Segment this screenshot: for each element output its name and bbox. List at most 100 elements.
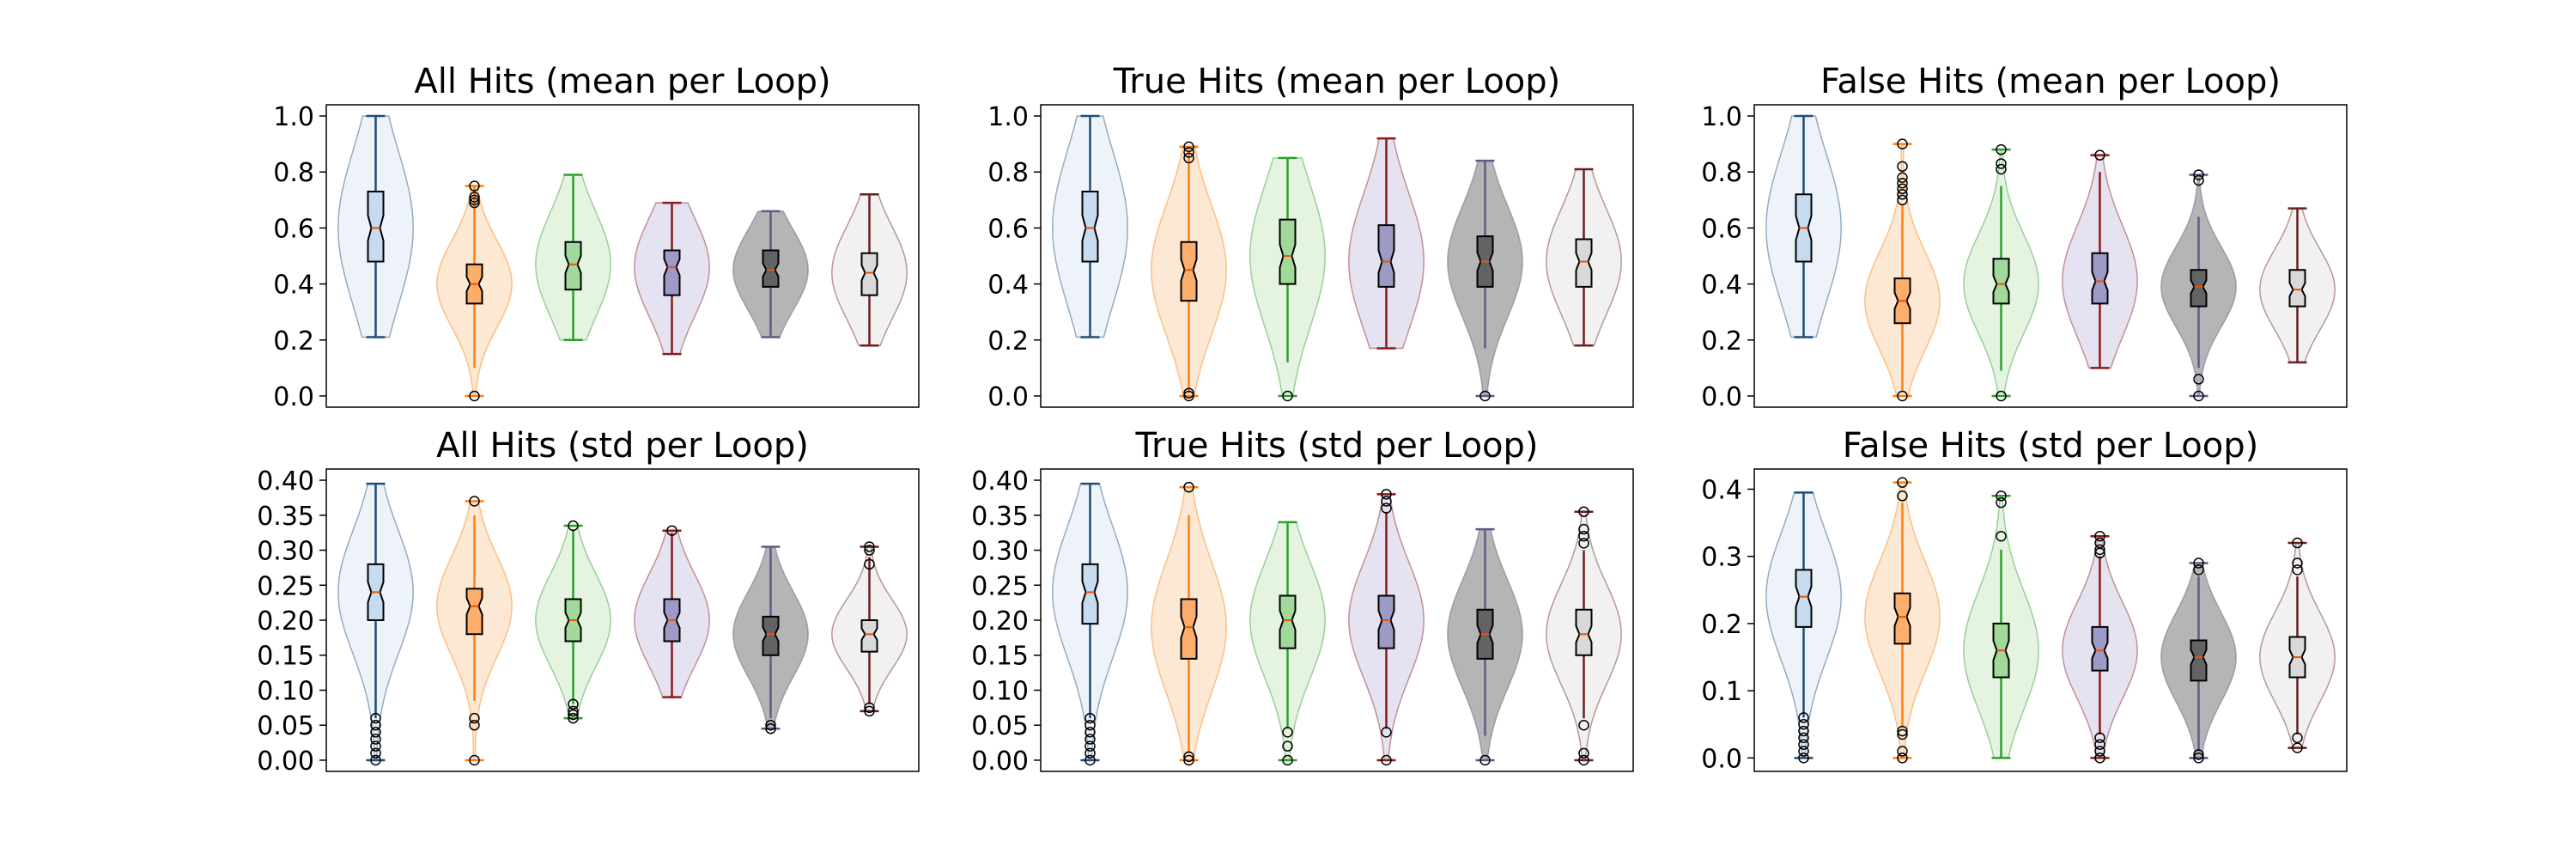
series-6 (2259, 537, 2336, 753)
notched-box (762, 249, 780, 288)
outlier-point (1084, 712, 1096, 724)
outlier-point (1798, 732, 1809, 744)
outlier-point (1897, 477, 1908, 488)
outlier-point (1381, 754, 1392, 766)
outlier-point (2193, 374, 2204, 385)
outlier-point (1183, 751, 1194, 763)
outlier-point (2292, 732, 2303, 744)
outlier-point (765, 723, 776, 734)
y-tick-label: 0.4 (273, 271, 314, 301)
notched-box (1575, 608, 1593, 656)
y-tick-label: 1.0 (987, 102, 1029, 132)
notched-box (1279, 218, 1297, 285)
outlier-point (2193, 749, 2204, 760)
series-2 (1864, 138, 1941, 402)
outlier-point (1084, 747, 1096, 759)
y-tick-label: 0.4 (1701, 271, 1742, 301)
y-tick-label: 0.10 (257, 676, 314, 706)
series-5 (2160, 169, 2237, 402)
outlier-point (1183, 390, 1194, 402)
outlier-point (1084, 719, 1096, 731)
outlier-point (2292, 557, 2303, 569)
series-1 (337, 482, 414, 766)
panel-5: True Hits (std per Loop) 0.00 0.05 0.10 0.15… (971, 426, 1634, 777)
y-tick-label: 0.10 (971, 676, 1029, 706)
series-4 (2062, 149, 2138, 369)
series-5 (2160, 557, 2237, 764)
y-tick-label: 0.8 (1701, 158, 1742, 188)
outlier-point (370, 740, 381, 752)
y-tick-label: 0.25 (257, 571, 314, 601)
outlier-point (666, 525, 677, 536)
series-4 (2062, 530, 2138, 764)
outlier-point (1084, 754, 1096, 766)
outlier-point (469, 754, 480, 766)
outlier-point (1381, 489, 1392, 500)
outlier-point (1897, 189, 1908, 200)
axes-frame (1753, 468, 2348, 772)
series-1 (1765, 491, 1842, 764)
outlier-point (469, 712, 480, 724)
series-5 (732, 210, 809, 338)
series-1 (1052, 482, 1128, 766)
axes-frame (1040, 468, 1634, 772)
series-1 (337, 114, 414, 338)
y-tick-label: 0.30 (971, 537, 1029, 567)
outlier-point (1996, 497, 2007, 509)
panel-6: False Hits (std per Loop) 0.0 0.1 0.2 0.3 0.4 (1701, 426, 2348, 774)
notched-box (564, 241, 582, 291)
outlier-point (2094, 746, 2105, 757)
outlier-point (1183, 147, 1194, 158)
axes-frame (1040, 104, 1634, 408)
y-tick-label: 0.00 (971, 746, 1029, 777)
outlier-point (1996, 390, 2007, 402)
notched-box (1081, 191, 1099, 263)
outlier-point (370, 747, 381, 759)
y-tick-label: 0.35 (257, 502, 314, 532)
notched-box (465, 588, 483, 636)
outlier-point (1578, 754, 1589, 766)
y-tick-label: 0.6 (987, 214, 1029, 244)
outlier-point (2094, 732, 2105, 744)
axes-frame (1753, 104, 2348, 408)
y-tick-label: 0.8 (273, 158, 314, 188)
notched-box (1279, 594, 1297, 649)
series-2 (1151, 481, 1227, 766)
panel-title: False Hits (std per Loop) (1843, 426, 2258, 466)
notched-box (1795, 569, 1813, 628)
outlier-point (2094, 739, 2105, 750)
notched-box (762, 615, 780, 656)
y-tick-label: 0.05 (971, 711, 1029, 741)
outlier-point (2094, 544, 2105, 556)
notched-box (367, 191, 385, 263)
series-1 (1765, 114, 1842, 338)
y-tick-label: 0.0 (1701, 744, 1742, 774)
outlier-point (1381, 727, 1392, 738)
y-tick-label: 0.1 (1701, 677, 1742, 707)
outlier-point (1996, 143, 2007, 155)
outlier-point (2094, 752, 2105, 764)
outlier-point (864, 558, 875, 570)
y-tick-label: 0.05 (257, 711, 314, 741)
outlier-point (1996, 530, 2007, 542)
outlier-point (370, 712, 381, 724)
y-tick-label: 0.3 (1701, 543, 1742, 573)
outlier-point (1183, 387, 1194, 399)
y-tick-label: 0.20 (971, 606, 1029, 637)
outlier-point (469, 719, 480, 731)
panels: All Hits (mean per Loop) 0.0 0.2 0.4 0.6 0.8 1… (257, 62, 2348, 777)
outlier-point (1479, 754, 1491, 766)
outlier-point (1084, 734, 1096, 745)
outlier-point (2193, 169, 2204, 180)
outlier-point (568, 705, 579, 717)
outlier-point (370, 727, 381, 738)
notched-box (860, 252, 878, 296)
outlier-point (2193, 564, 2204, 576)
outlier-point (1996, 163, 2007, 175)
outlier-point (370, 754, 381, 766)
y-tick-label: 0.6 (1701, 214, 1742, 244)
y-tick-label: 0.00 (257, 746, 314, 777)
outlier-point (1798, 725, 1809, 737)
outlier-point (1897, 728, 1908, 740)
series-3 (1249, 156, 1326, 402)
